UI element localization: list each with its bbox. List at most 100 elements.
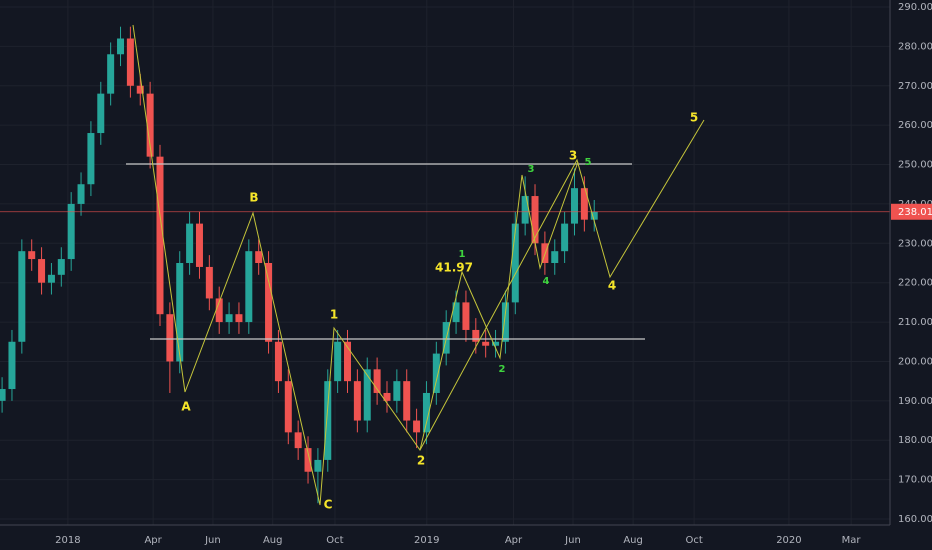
candle-body <box>38 259 46 283</box>
x-tick-label: Apr <box>144 535 162 546</box>
candle-body <box>0 389 6 401</box>
y-tick-label: 190.00 <box>898 396 932 407</box>
candle-body <box>304 448 312 472</box>
x-tick-label: Apr <box>505 535 523 546</box>
candle-body <box>255 251 263 263</box>
y-tick-label: 270.00 <box>898 81 932 92</box>
candle-body <box>126 38 134 86</box>
candle-body <box>265 263 273 342</box>
x-tick-label: Aug <box>623 535 643 546</box>
annotations: A B C 1 2 41.97 3 4 5 1 2 3 4 5 <box>181 111 698 512</box>
x-tick-label: Aug <box>263 535 283 546</box>
last-price-label: 238.01 <box>898 207 932 218</box>
candle-body <box>570 188 578 224</box>
candle-body <box>225 314 233 323</box>
y-tick-label: 180.00 <box>898 435 932 446</box>
candle-body <box>403 381 411 421</box>
candle-body <box>18 251 26 342</box>
wave-label: 2 <box>417 454 425 468</box>
candle-body <box>353 381 361 421</box>
candle-body <box>136 85 144 94</box>
y-tick-label: 200.00 <box>898 356 932 367</box>
wave-label: 4 <box>608 279 616 293</box>
candle-body <box>344 341 352 382</box>
candle-body <box>531 196 539 244</box>
candle-body <box>462 302 470 330</box>
candle-body <box>432 353 440 393</box>
wave-label: 3 <box>569 149 577 163</box>
candle-body <box>334 341 342 382</box>
candle-body <box>245 251 253 323</box>
wave-label: 5 <box>690 111 698 125</box>
subwave-label: 2 <box>499 364 506 375</box>
candle-body <box>186 223 194 263</box>
candle-body <box>393 381 401 401</box>
y-tick-label: 290.00 <box>898 2 932 13</box>
x-tick-label: 2018 <box>55 535 80 546</box>
candle-body <box>8 341 16 390</box>
candle-body <box>166 314 174 362</box>
candle-body <box>452 302 460 323</box>
wave-label: C <box>324 498 333 512</box>
subwave-label: 4 <box>543 276 550 287</box>
y-tick-label: 250.00 <box>898 160 932 171</box>
x-tick-label: Oct <box>326 535 343 546</box>
y-tick-label: 220.00 <box>898 278 932 289</box>
y-tick-label: 170.00 <box>898 475 932 486</box>
candle-body <box>590 211 598 220</box>
wave-line <box>132 24 705 506</box>
candle-body <box>580 188 588 220</box>
candle-body <box>492 341 500 346</box>
subwave-label: 3 <box>528 164 535 175</box>
candle-body <box>521 196 529 224</box>
candle-body <box>501 302 509 342</box>
candle-body <box>47 274 55 283</box>
candle-body <box>235 314 243 323</box>
candle-body <box>413 420 421 433</box>
candle-body <box>551 251 559 263</box>
x-tick-label: Mar <box>842 535 862 546</box>
x-tick-label: 2019 <box>414 535 439 546</box>
axes: 160.00 170.00 180.00 190.00 200.00 210.00 220.… <box>55 2 932 546</box>
wave-label: B <box>249 191 258 205</box>
candle-body <box>314 459 322 472</box>
candle-body <box>57 259 65 275</box>
candle-body <box>146 93 154 157</box>
candle-body <box>107 54 115 94</box>
wave-label: 1 <box>330 308 338 322</box>
candle-body <box>373 369 381 393</box>
y-tick-label: 160.00 <box>898 514 932 525</box>
candle-body <box>28 251 36 260</box>
candle-body <box>482 341 490 346</box>
candle-body <box>561 223 569 252</box>
x-tick-label: Oct <box>685 535 702 546</box>
y-tick-label: 280.00 <box>898 41 932 52</box>
x-tick-label: 2020 <box>776 535 801 546</box>
candle-body <box>97 93 105 134</box>
candle-body <box>284 381 292 433</box>
candle-body <box>363 369 371 421</box>
candle-body <box>77 184 85 204</box>
wave-label: 41.97 <box>435 261 473 275</box>
last-price-tag <box>891 203 932 220</box>
candle-body <box>294 432 302 449</box>
wave-label: A <box>181 400 191 414</box>
candle-body <box>176 263 184 362</box>
candle-body <box>87 133 95 185</box>
subwave-label: 5 <box>585 157 592 168</box>
y-tick-label: 210.00 <box>898 317 932 328</box>
candle-body <box>383 392 391 401</box>
candles <box>0 26 890 504</box>
candle-body <box>117 38 125 55</box>
candle-body <box>215 298 223 323</box>
x-tick-label: Jun <box>564 535 581 546</box>
candle-body <box>324 381 332 460</box>
y-tick-label: 230.00 <box>898 238 932 249</box>
candle-body <box>472 329 480 342</box>
candle-body <box>274 341 282 382</box>
candle-body <box>156 156 164 315</box>
candle-body <box>205 266 213 299</box>
candle-body <box>422 392 430 433</box>
